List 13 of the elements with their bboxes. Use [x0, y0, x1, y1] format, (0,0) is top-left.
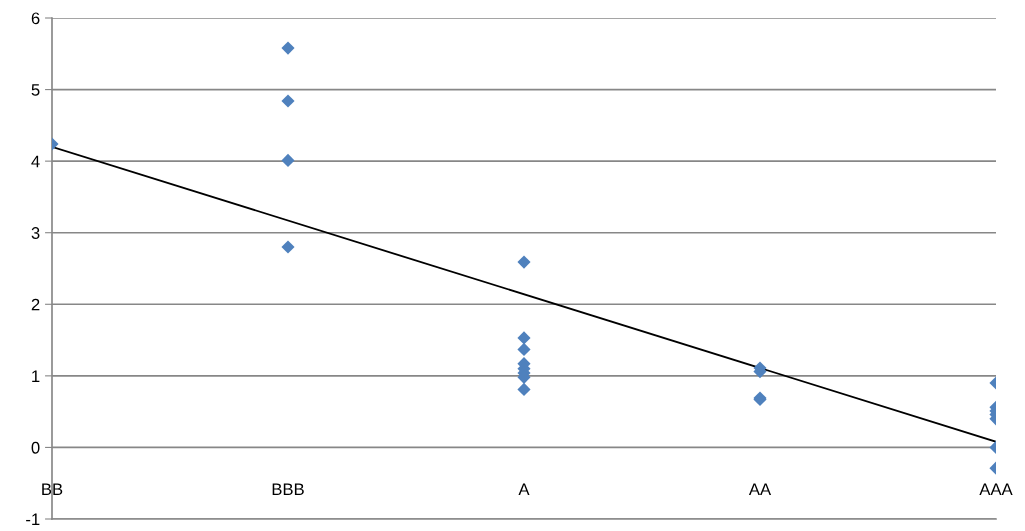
x-tick-label: A [518, 483, 530, 495]
y-tick-label: -1 [26, 513, 40, 526]
y-tick-label: 2 [31, 298, 40, 311]
x-tick-label: BB [42, 483, 63, 495]
y-tick-label: 1 [32, 370, 40, 382]
x-tick-label: AAA [979, 483, 1013, 495]
x-tick-label: BBB [272, 483, 304, 495]
y-tick-label: 4 [31, 155, 40, 168]
y-tick-label: 6 [31, 12, 40, 25]
y-tick-label: 5 [31, 84, 40, 96]
y-tick-label: 3 [31, 227, 40, 239]
y-tick-label: 0 [31, 441, 40, 454]
x-tick-label: AA [748, 483, 772, 495]
